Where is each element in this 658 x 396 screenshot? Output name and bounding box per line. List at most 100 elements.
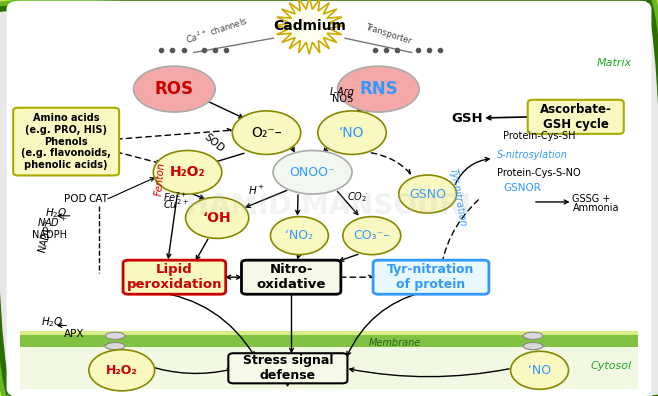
Ellipse shape bbox=[105, 332, 125, 339]
Text: $H^+$: $H^+$ bbox=[248, 184, 265, 197]
FancyArrowPatch shape bbox=[116, 129, 231, 139]
Text: RNS: RNS bbox=[359, 80, 397, 98]
FancyBboxPatch shape bbox=[123, 260, 226, 294]
FancyArrowPatch shape bbox=[349, 368, 509, 377]
Text: GSSG +: GSSG + bbox=[572, 194, 611, 204]
Text: POD: POD bbox=[64, 194, 87, 204]
FancyArrowPatch shape bbox=[324, 140, 334, 152]
Text: $CO_2$: $CO_2$ bbox=[347, 190, 367, 204]
Text: Cadmium: Cadmium bbox=[273, 19, 345, 33]
Bar bbox=[20, 335, 638, 346]
FancyArrowPatch shape bbox=[487, 116, 529, 120]
Ellipse shape bbox=[338, 66, 419, 112]
Text: Membrane: Membrane bbox=[368, 338, 421, 348]
Text: O₂⁻–: O₂⁻– bbox=[251, 126, 282, 140]
Text: APX: APX bbox=[63, 329, 84, 339]
Text: ‘NO: ‘NO bbox=[340, 126, 365, 140]
FancyArrowPatch shape bbox=[357, 100, 361, 112]
Text: $H_2O$: $H_2O$ bbox=[45, 206, 67, 220]
FancyArrowPatch shape bbox=[371, 153, 411, 174]
FancyBboxPatch shape bbox=[528, 100, 624, 134]
Text: GSNO: GSNO bbox=[409, 188, 446, 200]
FancyArrowPatch shape bbox=[58, 214, 70, 218]
FancyArrowPatch shape bbox=[58, 324, 66, 327]
Ellipse shape bbox=[523, 332, 543, 339]
FancyBboxPatch shape bbox=[373, 260, 489, 294]
Text: Tyr-nitration: Tyr-nitration bbox=[447, 168, 467, 228]
Text: Matrix: Matrix bbox=[596, 58, 632, 69]
Text: $Cu^{2+}$: $Cu^{2+}$ bbox=[163, 197, 189, 211]
Text: CO₃⁻–: CO₃⁻– bbox=[353, 229, 390, 242]
FancyArrowPatch shape bbox=[295, 195, 299, 214]
FancyArrowPatch shape bbox=[246, 190, 287, 208]
Polygon shape bbox=[275, 0, 343, 54]
Text: Amino acids
(e.g. PRO, HIS)
Phenols
(e.g. flavonoids,
phenolic acids): Amino acids (e.g. PRO, HIS) Phenols (e.g… bbox=[21, 113, 111, 170]
Text: S-nitrosylation: S-nitrosylation bbox=[497, 150, 568, 160]
Ellipse shape bbox=[153, 150, 222, 194]
FancyArrowPatch shape bbox=[116, 152, 161, 164]
FancyArrowPatch shape bbox=[288, 139, 294, 151]
Ellipse shape bbox=[270, 217, 328, 255]
Text: Cytosol: Cytosol bbox=[591, 361, 632, 371]
Ellipse shape bbox=[273, 150, 352, 194]
FancyArrowPatch shape bbox=[227, 275, 240, 279]
Text: Ascorbate-
GSH cycle: Ascorbate- GSH cycle bbox=[540, 103, 612, 131]
Text: Transporter: Transporter bbox=[364, 23, 413, 46]
FancyArrowPatch shape bbox=[340, 275, 372, 279]
FancyArrowPatch shape bbox=[536, 200, 568, 204]
FancyArrowPatch shape bbox=[199, 97, 243, 118]
Text: Stress signal
defense: Stress signal defense bbox=[243, 354, 333, 382]
FancyBboxPatch shape bbox=[7, 1, 651, 396]
Text: $Ca^{2+}$ channels: $Ca^{2+}$ channels bbox=[185, 15, 249, 46]
Text: NOS: NOS bbox=[332, 94, 353, 104]
Text: CAT: CAT bbox=[89, 194, 109, 204]
Ellipse shape bbox=[318, 111, 386, 154]
Ellipse shape bbox=[89, 350, 155, 391]
Text: GSH: GSH bbox=[451, 112, 483, 125]
Ellipse shape bbox=[399, 175, 457, 213]
Text: ‘NO: ‘NO bbox=[528, 364, 551, 377]
Text: ‘NO₂: ‘NO₂ bbox=[286, 229, 313, 242]
Text: GSNOR: GSNOR bbox=[503, 183, 542, 193]
FancyBboxPatch shape bbox=[13, 108, 119, 175]
FancyArrowPatch shape bbox=[196, 239, 208, 260]
Text: Tyr-nitration
of protein: Tyr-nitration of protein bbox=[388, 263, 474, 291]
FancyArrowPatch shape bbox=[347, 292, 424, 356]
Bar bbox=[20, 346, 638, 389]
FancyArrowPatch shape bbox=[167, 195, 177, 258]
Text: Protein-Cys-SH: Protein-Cys-SH bbox=[503, 131, 576, 141]
Ellipse shape bbox=[105, 343, 125, 350]
FancyArrowPatch shape bbox=[154, 291, 255, 356]
Text: Fenton: Fenton bbox=[154, 162, 167, 196]
FancyBboxPatch shape bbox=[241, 260, 341, 294]
Text: Nitro-
oxidative: Nitro- oxidative bbox=[257, 263, 326, 291]
Ellipse shape bbox=[343, 217, 401, 255]
FancyArrowPatch shape bbox=[146, 365, 232, 373]
FancyArrowPatch shape bbox=[438, 200, 478, 277]
FancyArrowPatch shape bbox=[338, 191, 358, 215]
Ellipse shape bbox=[134, 66, 215, 112]
Text: H₂O₂: H₂O₂ bbox=[106, 364, 138, 377]
FancyBboxPatch shape bbox=[228, 353, 347, 383]
Text: $Fe^{2+}$: $Fe^{2+}$ bbox=[163, 190, 188, 204]
Text: NADPH: NADPH bbox=[32, 230, 67, 240]
Bar bbox=[20, 331, 638, 335]
Text: ONOO⁻: ONOO⁻ bbox=[290, 166, 336, 179]
FancyArrowPatch shape bbox=[286, 382, 290, 386]
Ellipse shape bbox=[186, 197, 249, 238]
Text: NADP$^+$: NADP$^+$ bbox=[35, 218, 57, 255]
Text: $NAD^+$: $NAD^+$ bbox=[38, 215, 68, 228]
FancyArrowPatch shape bbox=[290, 294, 293, 352]
Ellipse shape bbox=[523, 343, 543, 350]
Text: SOD: SOD bbox=[202, 132, 226, 154]
FancyArrowPatch shape bbox=[190, 193, 204, 199]
FancyArrowPatch shape bbox=[455, 158, 489, 185]
Ellipse shape bbox=[232, 111, 301, 154]
FancyArrowPatch shape bbox=[108, 178, 154, 199]
FancyArrowPatch shape bbox=[340, 254, 358, 261]
Text: H₂O₂: H₂O₂ bbox=[170, 165, 205, 179]
Text: $H_2O$: $H_2O$ bbox=[41, 316, 64, 329]
Text: ‘OH: ‘OH bbox=[203, 211, 232, 225]
Text: Lipid
peroxidation: Lipid peroxidation bbox=[126, 263, 222, 291]
Ellipse shape bbox=[511, 351, 569, 389]
